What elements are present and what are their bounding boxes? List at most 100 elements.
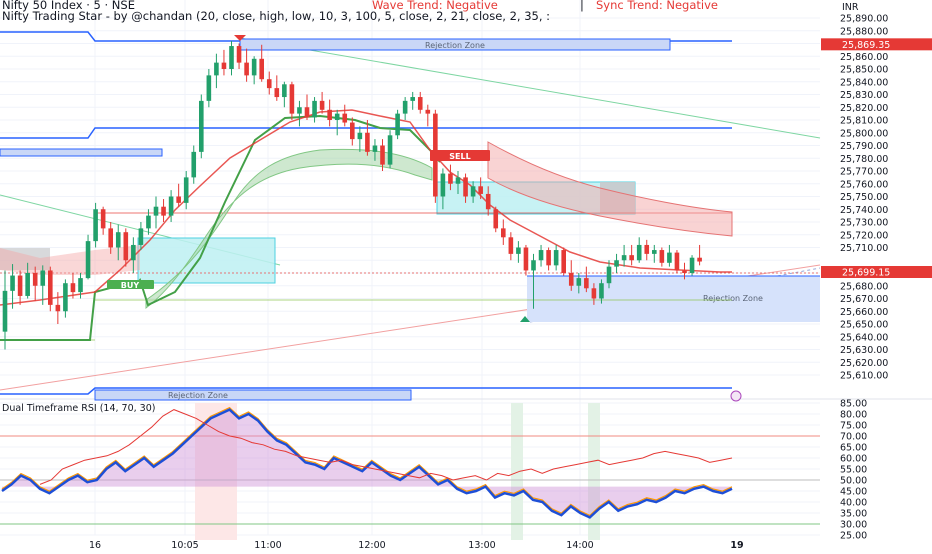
price-tick-label: 25,880.00 (840, 26, 888, 37)
symbol-title: Nifty 50 Index · 5 · NSE (2, 0, 135, 12)
last-price-tag (821, 266, 932, 278)
rsi-tick-label: 30.00 (840, 520, 867, 531)
candle-body (17, 275, 23, 296)
price-tick-label: 25,790.00 (840, 141, 888, 152)
price-tick-label: 25,800.00 (840, 128, 888, 139)
buy-signal-tag (107, 280, 154, 289)
candle-body (183, 177, 189, 203)
candle-body (266, 79, 272, 89)
sell-signal-tag (430, 150, 490, 161)
wave-trend-label: Wave Trend: Negative (372, 0, 498, 12)
candle-body (115, 232, 121, 248)
candle-body (32, 273, 38, 286)
candle-body (395, 113, 400, 136)
candle-body (478, 186, 483, 194)
candle-body (138, 228, 144, 245)
candle-body (508, 237, 514, 254)
candle-body (2, 290, 8, 332)
candle-body (674, 252, 680, 271)
candle-body (304, 107, 310, 118)
cloud-green (145, 148, 433, 310)
price-tick-label: 25,820.00 (840, 103, 888, 114)
candle-body (191, 151, 197, 178)
candle-body (229, 46, 234, 69)
rejection-zone-bottom-label: Rejection Zone (168, 391, 228, 400)
rsi-oversold-zone-2 (588, 403, 600, 540)
rsi-tick-label: 25.00 (840, 531, 867, 542)
candle-body (206, 75, 212, 101)
chart-header: Nifty 50 Index · 5 · NSE Nifty Trading S… (0, 0, 820, 24)
candle-body (667, 252, 672, 263)
rsi-tick-label: 60.00 (840, 454, 867, 465)
price-tick-label: 25,770.00 (840, 167, 888, 178)
price-tick-label: 25,750.00 (840, 192, 888, 203)
candle-body (236, 46, 242, 63)
candle-body (606, 266, 612, 284)
moving-average-red (0, 109, 732, 306)
candle-body (576, 278, 582, 286)
price-tick-label: 25,830.00 (840, 90, 888, 101)
candle-body (387, 135, 393, 165)
candle-body (168, 196, 174, 216)
candle-body (85, 241, 91, 279)
candle-body (244, 62, 249, 76)
price-tick-label: 25,660.00 (840, 307, 888, 318)
rsi-tick-label: 65.00 (840, 443, 867, 454)
candle-body (553, 250, 559, 266)
rsi-tick-label: 80.00 (840, 410, 867, 421)
price-tick-label: 25,850.00 (840, 65, 888, 76)
candle-body (591, 288, 597, 299)
candle-body (629, 255, 634, 261)
rejection-zone-right-label: Rejection Zone (703, 294, 763, 303)
time-tick-label: 10:05 (171, 540, 198, 550)
candle-body (146, 215, 151, 229)
candle-body (659, 250, 665, 263)
price-tick-label: 25,840.00 (840, 77, 888, 88)
candle-body (568, 273, 574, 286)
candle-body (538, 250, 544, 261)
candle-body (493, 209, 499, 229)
candle-body (455, 177, 461, 184)
price-tick-label: 25,740.00 (840, 205, 888, 216)
price-tick-label: 25,720.00 (840, 230, 888, 241)
candle-body (108, 228, 113, 248)
candle-body (176, 196, 181, 203)
candle-body (334, 113, 340, 120)
price-tick-label: 25,730.00 (840, 218, 888, 229)
rsi-oversold-zone-1 (511, 403, 523, 540)
cloud-red-right (487, 141, 733, 237)
candle-body (417, 97, 423, 110)
candle-body (440, 173, 446, 197)
sell-signal-label: SELL (449, 152, 470, 161)
session-flag-icon (730, 390, 742, 402)
rejection-zone-top-label: Rejection Zone (425, 41, 485, 50)
candle-body (470, 186, 476, 197)
rsi-fill (2, 409, 732, 518)
price-tick-label: 25,630.00 (840, 345, 888, 356)
rsi-tick-label: 45.00 (840, 487, 867, 498)
trend-separator: | (580, 0, 584, 12)
candle-body (312, 100, 317, 118)
currency-label: INR (842, 2, 859, 13)
support-level-bottom (0, 387, 732, 395)
rsi-tick-label: 35.00 (840, 509, 867, 520)
indicator-settings: Nifty Trading Star - by @chandan (20, cl… (2, 9, 551, 23)
low-marker (520, 316, 530, 322)
rsi-tick-label: 40.00 (840, 498, 867, 509)
price-tick-label: 25,640.00 (840, 332, 888, 343)
candle-body (161, 206, 166, 216)
time-tick-label: 14:00 (566, 540, 593, 550)
rsi-panel-title: Dual Timeframe RSI (14, 70, 30) (2, 403, 155, 414)
candle-body (365, 132, 370, 152)
rsi-tick-label: 75.00 (840, 421, 867, 432)
candle-body (100, 209, 106, 229)
price-tick-label: 25,860.00 (840, 52, 888, 63)
candle-body (40, 270, 46, 286)
rsi-tick-label: 70.00 (840, 432, 867, 443)
candle-body (402, 100, 408, 114)
candle-body (614, 260, 619, 267)
candle-body (48, 270, 53, 305)
rejection-zone-left (0, 148, 163, 157)
candle-body (689, 257, 695, 273)
candle-body (561, 250, 566, 273)
